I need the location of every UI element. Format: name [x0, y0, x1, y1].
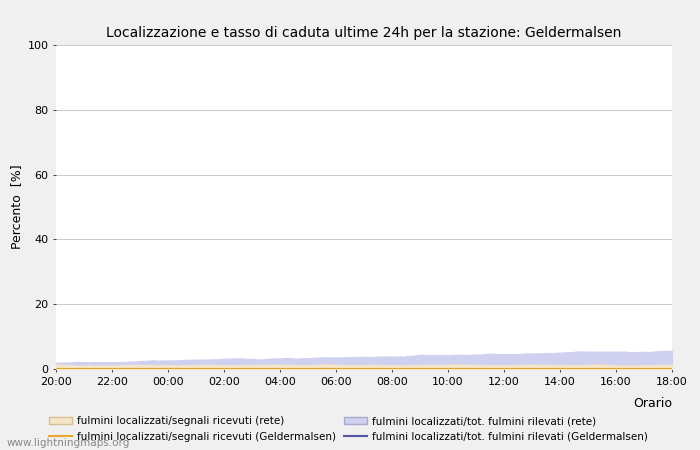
Title: Localizzazione e tasso di caduta ultime 24h per la stazione: Geldermalsen: Localizzazione e tasso di caduta ultime …: [106, 26, 622, 40]
Y-axis label: Percento  [%]: Percento [%]: [10, 165, 23, 249]
Legend: fulmini localizzati/segnali ricevuti (rete), fulmini localizzati/segnali ricevut: fulmini localizzati/segnali ricevuti (re…: [49, 416, 648, 441]
Text: Orario: Orario: [633, 396, 672, 410]
Text: www.lightningmaps.org: www.lightningmaps.org: [7, 438, 130, 448]
